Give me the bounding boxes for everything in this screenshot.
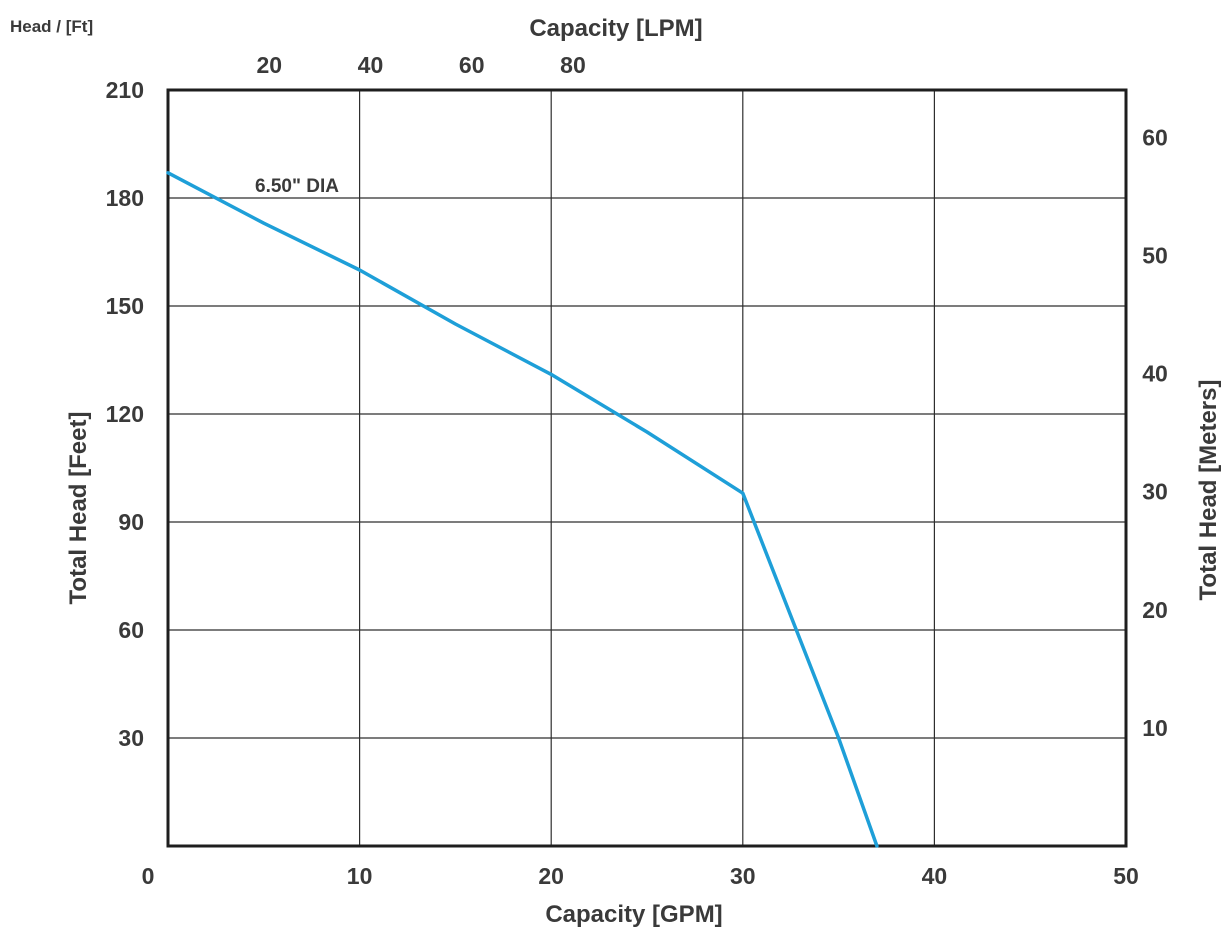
curve-point: [166, 171, 170, 174]
y-tick-label: 150: [106, 293, 144, 319]
y-tick-label: 90: [118, 509, 144, 535]
curve-layer: [166, 171, 879, 848]
y-axis-title: Total Head [Feet]: [65, 412, 92, 605]
curve-point: [454, 322, 457, 326]
curve-point: [358, 268, 361, 272]
y-tick-label: 180: [106, 185, 144, 211]
curve-point: [550, 373, 553, 376]
plot-frame: [166, 88, 1128, 848]
x2-tick-label: 20: [256, 52, 282, 78]
x-tick-label: 10: [347, 863, 373, 889]
series-label: 6.50" DIA: [255, 176, 339, 197]
y2-tick-label: 30: [1142, 479, 1168, 505]
x2-tick-label: 60: [459, 52, 485, 78]
y-tick-label: 30: [118, 725, 144, 751]
x2-tick-label: 40: [358, 52, 384, 78]
x-tick-label: 0: [142, 863, 155, 889]
x-tick-label: 40: [922, 863, 948, 889]
y-tick-label: 120: [106, 401, 144, 427]
y2-tick-label: 40: [1142, 361, 1168, 387]
y-tick-label: 60: [118, 617, 144, 643]
y2-axis-title: Total Head [Meters]: [1195, 380, 1222, 601]
x-tick-label: 20: [538, 863, 564, 889]
tick-labels: 0 10 20 30 40 50 30 60 90 120 150 180 210 20 40 60 80 10 2…: [106, 52, 1168, 889]
pump-curve-line: [166, 171, 879, 848]
curve-point: [741, 492, 744, 495]
y2-tick-label: 60: [1142, 124, 1168, 150]
x2-tick-label: 80: [560, 52, 586, 78]
curve-point: [645, 430, 649, 434]
curve-point: [875, 844, 879, 848]
grid-lines: [168, 90, 1126, 846]
curve-point: [262, 222, 265, 225]
y2-tick-label: 20: [1142, 597, 1168, 623]
x-tick-label: 50: [1113, 863, 1139, 889]
x-axis-title: Capacity [GPM]: [545, 901, 722, 928]
y-tick-label: 210: [106, 77, 144, 103]
x2-axis-title: Capacity [LPM]: [529, 15, 702, 42]
corner-label: Head / [Ft]: [10, 17, 93, 36]
curve-point: [837, 736, 840, 740]
x-tick-label: 30: [730, 863, 756, 889]
y2-tick-label: 50: [1142, 242, 1168, 268]
y2-tick-label: 10: [1142, 715, 1168, 741]
